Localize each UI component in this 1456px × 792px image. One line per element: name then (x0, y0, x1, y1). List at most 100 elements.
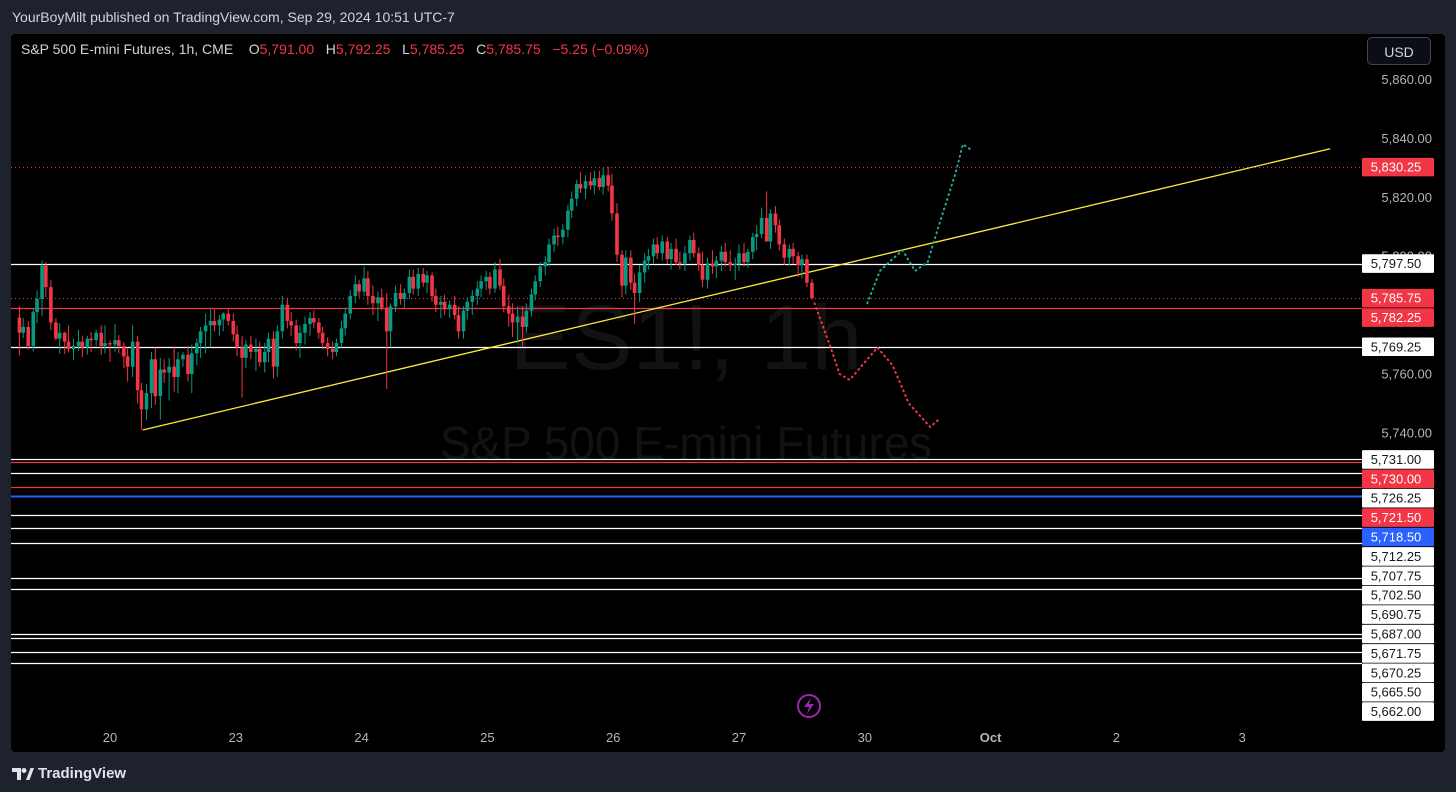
candle (759, 207, 764, 239)
horizontal-levels (11, 167, 1362, 665)
candle-body (515, 316, 520, 323)
candle-body (733, 263, 738, 266)
candle-body (317, 322, 321, 333)
candle (343, 307, 348, 336)
candle-body (376, 297, 380, 304)
open-label: O (248, 41, 260, 57)
y-tick-label: 5,840.00 (1381, 131, 1432, 146)
candle (524, 303, 529, 333)
candle-body (660, 241, 665, 254)
candle (103, 325, 107, 354)
candle (325, 337, 330, 357)
price-tags: 5,830.25 5,797.50 5,785.75 5,782.25 5,769.25… (1362, 157, 1434, 721)
candle (226, 309, 231, 326)
candle-body (172, 366, 176, 377)
candle (592, 170, 597, 195)
candle-body (158, 369, 163, 397)
price-tag-bg (1362, 566, 1434, 586)
high-label: H (325, 41, 336, 57)
symbol-legend: S&P 500 E-mini Futures, 1h, CME O5,791.0… (21, 41, 649, 57)
candle (113, 323, 117, 352)
price-tag: 5,726.25 (1362, 488, 1434, 508)
candle-body (384, 307, 389, 332)
candle (125, 347, 130, 382)
candle (588, 172, 593, 190)
candle-body (416, 273, 421, 289)
candle-body (167, 366, 171, 373)
candle-body (285, 304, 290, 321)
candle-body (244, 344, 248, 358)
candle (186, 346, 190, 382)
candle-body (303, 323, 307, 333)
candle-body (637, 272, 642, 294)
open-value: 5,791.00 (259, 41, 315, 57)
candle-body (574, 184, 579, 199)
candle-body (308, 318, 312, 324)
candle (421, 267, 426, 288)
symbol-name: S&P 500 E-mini Futures, 1h, CME (21, 41, 234, 57)
candle (782, 238, 787, 266)
price-tag-bg (1362, 288, 1434, 308)
candle (484, 270, 488, 291)
candle (597, 170, 602, 190)
lightning-icon[interactable] (797, 694, 821, 718)
price-tag: 5,687.00 (1362, 624, 1434, 644)
candle-body (566, 210, 570, 230)
candle (787, 244, 792, 266)
candle (434, 288, 438, 313)
candle (362, 266, 366, 296)
candle-body (705, 263, 710, 280)
candle-body (262, 351, 267, 363)
price-tag-label: 5,671.75 (1371, 646, 1422, 661)
candle (294, 319, 298, 351)
candle (520, 306, 525, 348)
candle-body (805, 259, 809, 283)
candle (791, 242, 795, 264)
candle-body (434, 295, 438, 305)
candle (569, 191, 574, 218)
candle-body (325, 343, 330, 349)
candle-body (271, 338, 276, 367)
price-chart[interactable]: ES1!, 1h S&P 500 E-mini Futures 5,860.00 5… (11, 34, 1445, 752)
currency-button[interactable]: USD (1367, 37, 1431, 65)
candle-body (289, 320, 293, 326)
candle (710, 250, 715, 274)
tradingview-logo[interactable]: TradingView (12, 765, 126, 782)
candle (719, 245, 724, 271)
candle-body (646, 256, 651, 261)
candle-body (787, 248, 792, 258)
x-tick-label: 24 (354, 730, 368, 745)
candle-body (493, 269, 497, 289)
candle-body (388, 306, 393, 332)
candle (80, 335, 85, 358)
chart-area[interactable]: ES1!, 1h S&P 500 E-mini Futures 5,860.00 5… (11, 34, 1445, 752)
candle (195, 338, 199, 366)
candle-body (606, 175, 610, 186)
candle-body (475, 288, 480, 296)
candle-body (632, 282, 637, 294)
candle-body (543, 262, 548, 267)
candle (632, 273, 637, 324)
candle (506, 294, 511, 327)
candle (393, 285, 398, 313)
price-tag: 5,730.00 (1362, 469, 1434, 489)
watermark: ES1!, 1h S&P 500 E-mini Futures (440, 287, 933, 469)
candle (94, 329, 98, 346)
price-tag: 5,830.25 (1362, 157, 1434, 177)
candle-body (334, 343, 339, 352)
price-tag: 5,670.25 (1362, 663, 1434, 683)
price-tag: 5,797.50 (1362, 254, 1434, 273)
candle-body (113, 340, 117, 345)
candle-body (189, 353, 194, 374)
candle-body (149, 359, 154, 394)
candle (31, 309, 36, 352)
x-tick-label: 26 (606, 730, 620, 745)
candle (275, 325, 280, 377)
candle (700, 251, 705, 288)
candle-body (254, 348, 258, 352)
candle (498, 259, 502, 291)
candle-body (135, 341, 140, 391)
x-tick-label: Oct (980, 730, 1002, 745)
candle-body (362, 278, 366, 292)
candle-body (773, 213, 778, 226)
